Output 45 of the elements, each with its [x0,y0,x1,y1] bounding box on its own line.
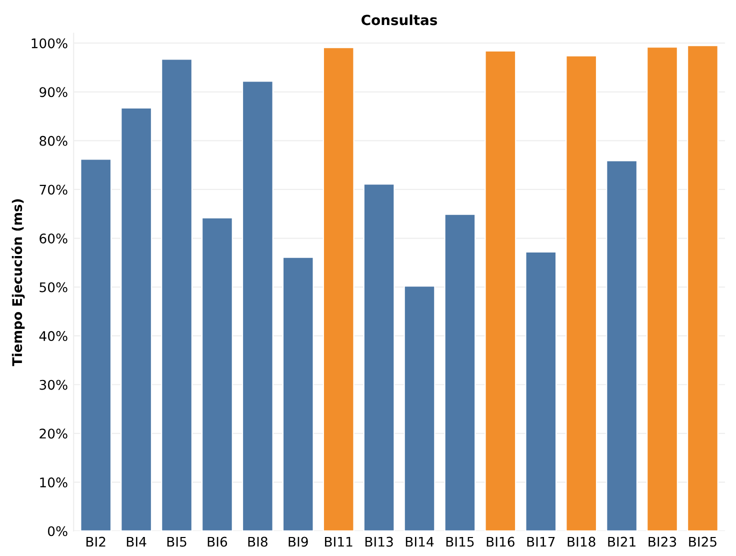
x-tick-label: BI18 [568,536,596,547]
x-tick-label: BI15 [446,536,474,547]
y-tick-label: 70% [40,184,68,195]
bar [201,217,233,531]
x-tick-label: BI5 [167,536,186,547]
bar [404,286,436,531]
x-tick-label: BI16 [486,536,514,547]
bar [606,160,638,531]
x-tick-label: BI9 [288,536,308,547]
bar [80,158,112,531]
bar [161,58,192,531]
y-tick-label: 30% [40,380,68,390]
x-tick-label: BI6 [208,536,228,547]
y-tick-label: 80% [40,136,68,146]
y-tick-label: 90% [40,87,68,98]
y-tick-label: 60% [40,233,68,244]
bar [566,55,598,531]
y-tick-label: 50% [40,282,68,292]
bar [646,46,678,531]
bar [525,251,557,531]
y-tick-label: 100% [32,38,68,48]
bar [686,45,718,531]
bar [484,50,516,531]
bar [120,107,152,531]
x-tick-label: BI2 [86,536,106,547]
bar [242,80,274,531]
x-tick-label: BI25 [689,536,716,547]
bar [282,256,314,531]
y-tick-label: 10% [40,477,68,488]
bar [363,184,395,531]
x-tick-label: BI14 [406,536,434,547]
y-tick-label: 40% [39,331,68,342]
x-tick-label: BI11 [325,536,352,547]
chart-title: Consultas [362,14,438,26]
x-tick-label: BI17 [527,536,555,547]
y-tick-label: 0% [48,526,68,536]
x-tick-label: BI8 [248,536,268,547]
x-tick-label: BI4 [126,536,146,547]
bar [444,214,476,531]
x-tick-label: BI13 [365,536,393,547]
bar [322,46,354,531]
y-tick-label: 20% [40,428,68,439]
x-tick-label: BI21 [608,536,636,547]
x-tick-label: BI23 [648,536,676,547]
y-axis-title: Tiempo Ejecución (ms) [11,199,25,366]
